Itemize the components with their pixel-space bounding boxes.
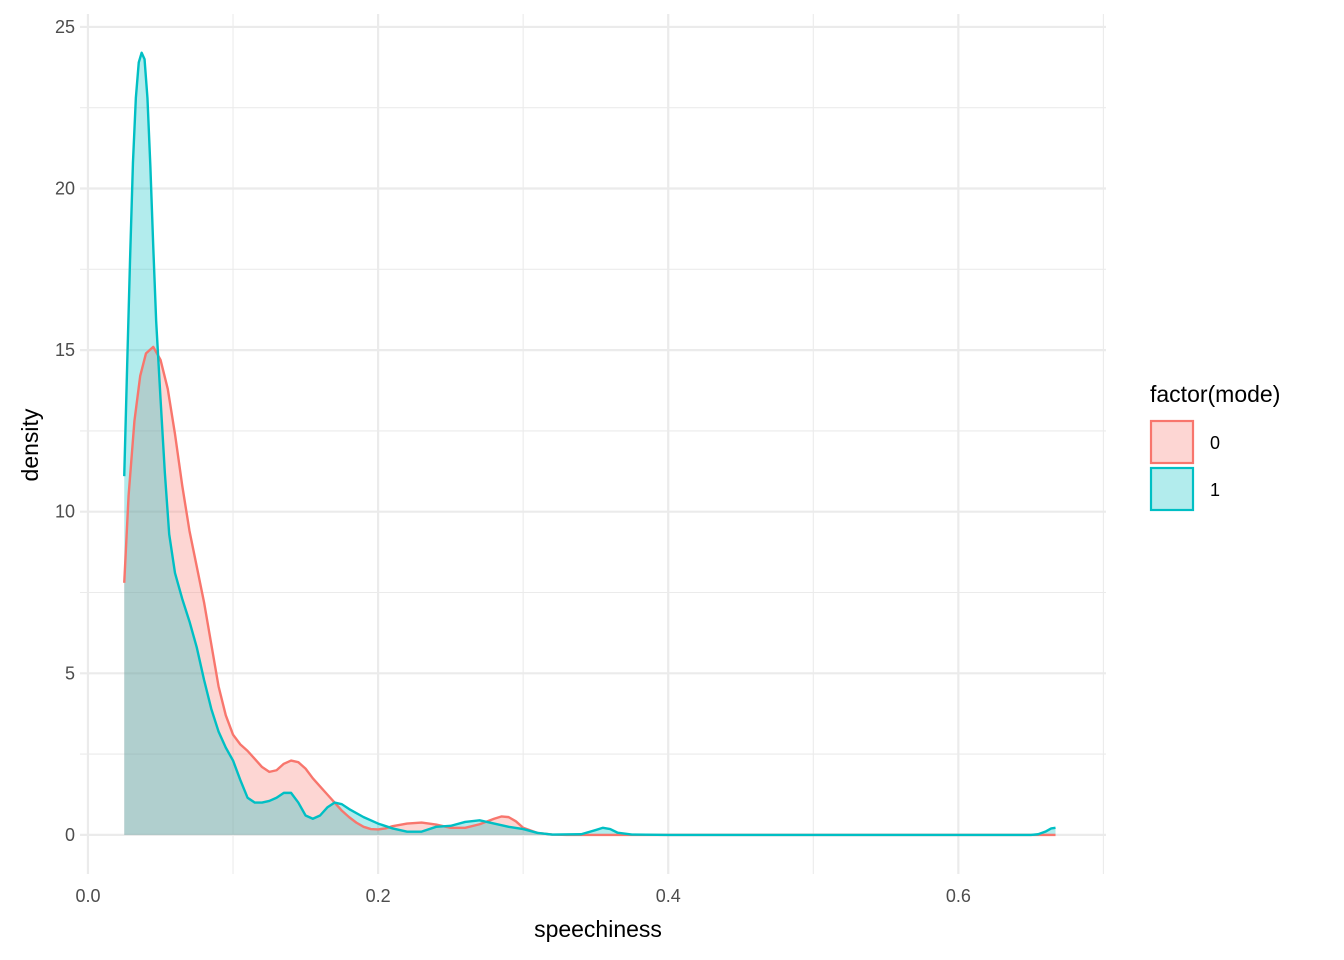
density-area-0 — [124, 346, 1056, 835]
legend-key-1 — [1149, 466, 1195, 512]
x-axis-title: speechiness — [534, 916, 662, 942]
y-tick-label: 25 — [55, 17, 75, 37]
legend: factor(mode) 01 — [1149, 381, 1280, 512]
density-series — [123, 51, 1056, 837]
x-tick-label: 0.6 — [946, 886, 971, 906]
x-tick-label: 0.0 — [75, 886, 100, 906]
y-tick-label: 20 — [55, 179, 75, 199]
density-line-1 — [123, 51, 1056, 837]
y-tick-label: 10 — [55, 502, 75, 522]
y-tick-label: 5 — [65, 663, 75, 683]
y-tick-label: 15 — [55, 340, 75, 360]
legend-label-0: 0 — [1210, 433, 1220, 453]
legend-label-1: 1 — [1210, 480, 1220, 500]
density-area-1 — [124, 52, 1056, 835]
density-line-0 — [123, 345, 1056, 837]
legend-items: 01 — [1149, 419, 1220, 512]
legend-title: factor(mode) — [1150, 381, 1280, 407]
y-tick-label: 0 — [65, 825, 75, 845]
y-axis-title: density — [17, 408, 43, 481]
legend-key-0 — [1149, 419, 1195, 465]
y-axis-tick-labels: 0 5 10 15 20 25 — [55, 17, 75, 845]
x-tick-label: 0.4 — [656, 886, 681, 906]
x-axis-tick-labels: 0.0 0.2 0.4 0.6 — [75, 886, 970, 906]
x-tick-label: 0.2 — [366, 886, 391, 906]
